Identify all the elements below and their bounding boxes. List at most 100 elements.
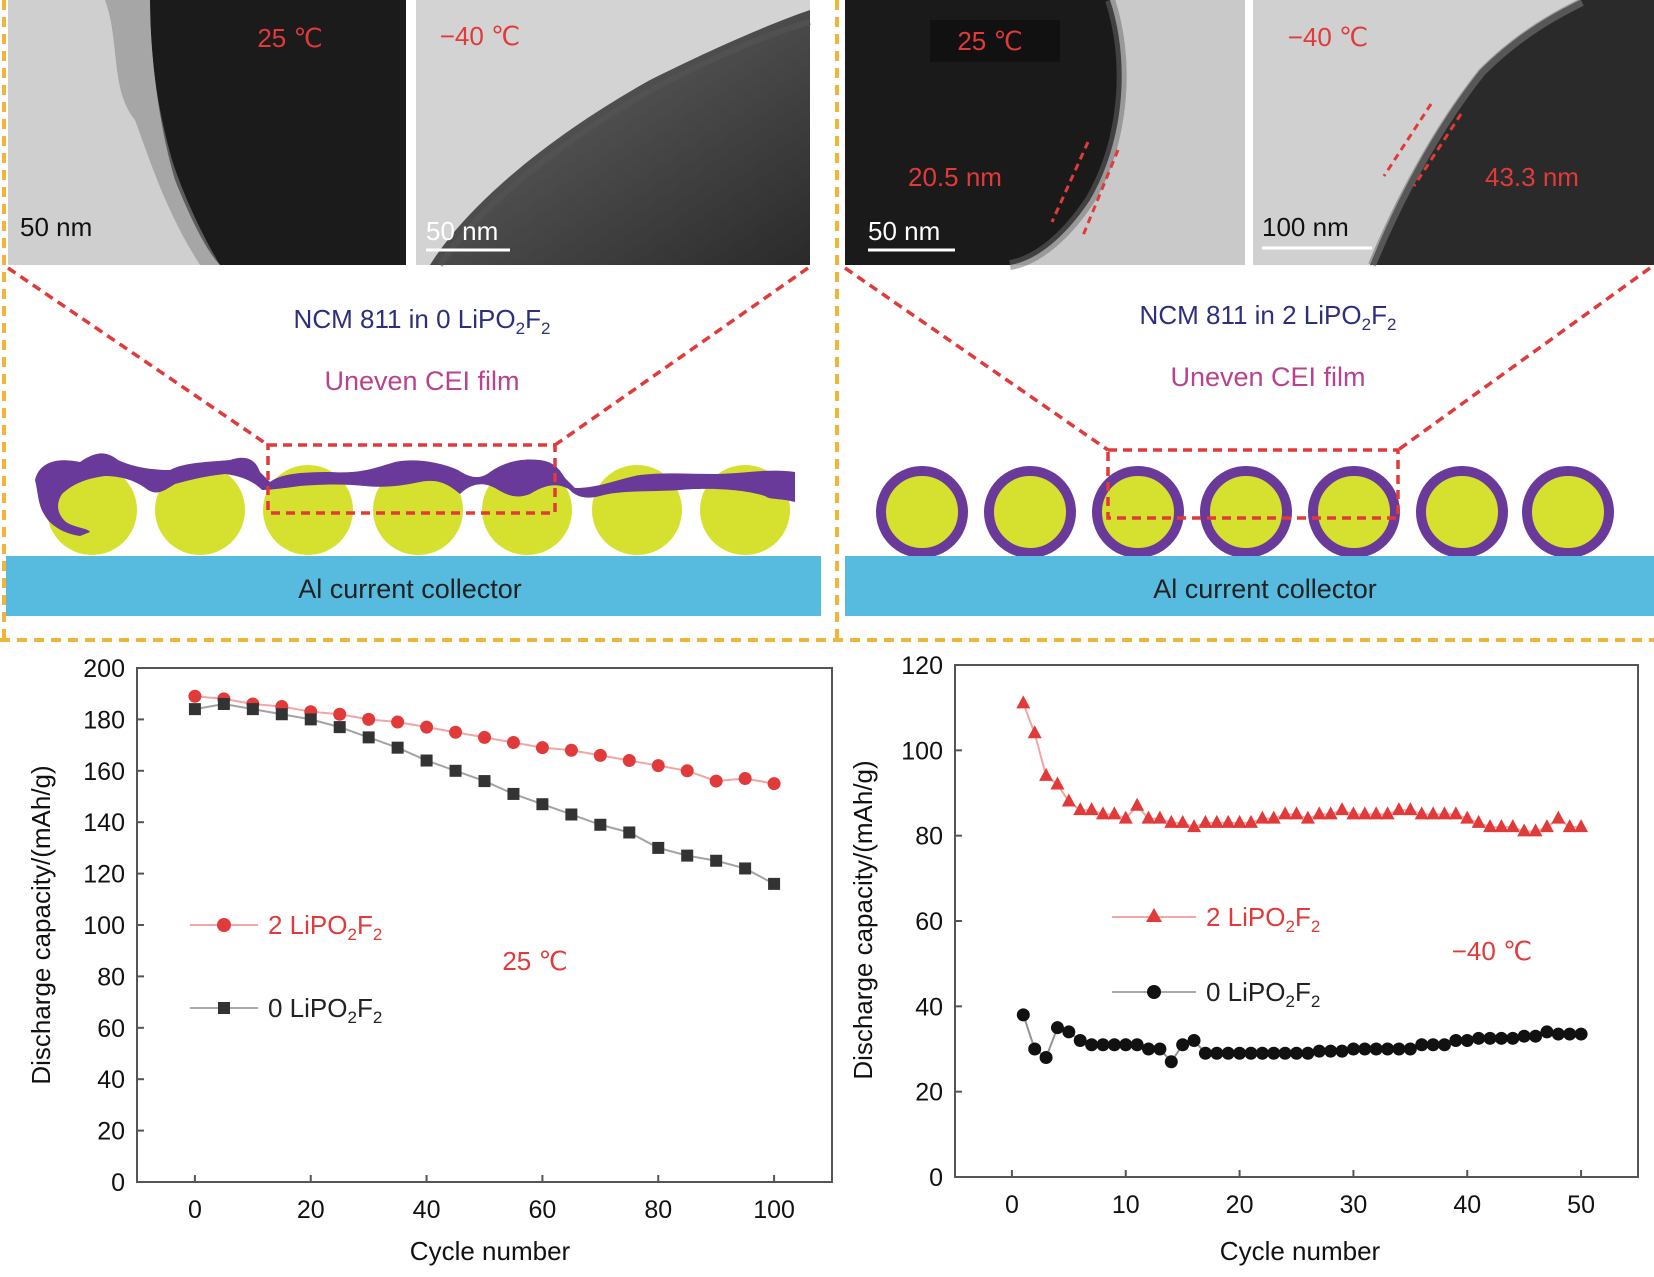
data-point bbox=[1130, 1038, 1144, 1052]
data-point bbox=[1232, 814, 1247, 828]
y-tick-label: 20 bbox=[97, 1118, 125, 1146]
data-point bbox=[1176, 1038, 1190, 1052]
tem-scale-label: 50 nm bbox=[20, 212, 92, 242]
y-tick-label: 0 bbox=[111, 1169, 125, 1197]
legend-label: 2 LiPO2F2 bbox=[1206, 902, 1320, 936]
temperature-annotation: 25 ℃ bbox=[502, 946, 567, 976]
x-tick-label: 0 bbox=[188, 1196, 202, 1224]
x-tick-label: 10 bbox=[1112, 1191, 1140, 1219]
schematic-subtitle: Uneven CEI film bbox=[324, 366, 519, 396]
data-point bbox=[506, 736, 520, 750]
x-tick-label: 40 bbox=[1453, 1191, 1481, 1219]
collector-label: Al current collector bbox=[1153, 574, 1377, 604]
data-point bbox=[391, 741, 404, 754]
y-tick-label: 200 bbox=[83, 655, 125, 683]
chart-25c: 0 20 40 60 80 100 120 140 160 180 200 0 20 40 60 80 100… bbox=[26, 655, 833, 1266]
data-point bbox=[420, 720, 434, 734]
data-point bbox=[1221, 1046, 1235, 1060]
data-point bbox=[710, 854, 723, 867]
al-current-collector bbox=[6, 556, 821, 616]
legend-label: 0 LiPO2F2 bbox=[268, 993, 382, 1027]
data-point bbox=[275, 708, 288, 721]
data-point bbox=[1335, 802, 1350, 816]
tem-scale-label: 50 nm bbox=[426, 216, 498, 246]
tem-image-left-m40c: −40 ℃ 50 nm bbox=[416, 0, 811, 267]
data-point bbox=[1528, 823, 1543, 837]
data-point bbox=[1471, 814, 1486, 828]
coated-ncm-particles bbox=[876, 466, 1614, 558]
series-layer bbox=[188, 689, 781, 890]
data-point bbox=[1551, 810, 1566, 824]
data-point bbox=[1403, 1042, 1417, 1056]
data-point bbox=[507, 787, 520, 800]
data-point bbox=[623, 826, 636, 839]
y-tick-label: 120 bbox=[83, 861, 125, 889]
data-point bbox=[1551, 1027, 1565, 1041]
data-point bbox=[1449, 1033, 1463, 1047]
data-point bbox=[535, 741, 549, 755]
data-point bbox=[1050, 776, 1065, 790]
schematic-right: NCM 811 in 2 LiPO2F2 Uneven CEI film Al … bbox=[845, 300, 1654, 616]
data-point bbox=[362, 712, 376, 726]
y-tick-label: 80 bbox=[915, 823, 943, 851]
data-point bbox=[1346, 806, 1361, 820]
data-point bbox=[1278, 1046, 1292, 1060]
data-point bbox=[1141, 810, 1156, 824]
data-point bbox=[1540, 1025, 1554, 1039]
data-point bbox=[1096, 1038, 1110, 1052]
tem-temp-label: 25 ℃ bbox=[257, 23, 322, 53]
data-point bbox=[1369, 1042, 1383, 1056]
data-point bbox=[681, 849, 694, 862]
data-point bbox=[768, 877, 781, 890]
collector-label: Al current collector bbox=[298, 574, 522, 604]
y-tick-label: 0 bbox=[929, 1164, 943, 1192]
y-axis: 0 20 40 60 80 100 120 bbox=[901, 652, 962, 1192]
data-point bbox=[1209, 814, 1224, 828]
data-point bbox=[1448, 806, 1463, 820]
data-point bbox=[1574, 1027, 1588, 1041]
legend-marker-circle bbox=[1147, 985, 1161, 999]
tem-scale-label: 100 nm bbox=[1262, 212, 1349, 242]
data-point bbox=[1266, 810, 1281, 824]
x-tick-label: 20 bbox=[1226, 1191, 1254, 1219]
legend-marker-triangle bbox=[1146, 908, 1162, 922]
x-axis: 0 10 20 30 40 50 bbox=[1005, 1170, 1595, 1219]
data-point bbox=[594, 818, 607, 831]
data-point bbox=[1050, 1021, 1064, 1035]
data-point bbox=[1221, 814, 1236, 828]
data-point bbox=[1358, 1042, 1372, 1056]
data-point bbox=[1016, 695, 1031, 709]
data-point bbox=[391, 715, 405, 729]
thickness-marker bbox=[1050, 141, 1090, 223]
x-axis: 0 20 40 60 80 100 bbox=[188, 1175, 795, 1224]
data-point bbox=[652, 841, 665, 854]
schematic-title: NCM 811 in 2 LiPO2F2 bbox=[1140, 300, 1397, 334]
data-point bbox=[1187, 819, 1202, 833]
data-point bbox=[738, 772, 752, 786]
data-point bbox=[1119, 1038, 1133, 1052]
series-line bbox=[1022, 703, 1582, 833]
data-point bbox=[1529, 1029, 1543, 1043]
data-point bbox=[1426, 806, 1441, 820]
data-point bbox=[362, 731, 375, 744]
data-point bbox=[1483, 1031, 1497, 1045]
data-point bbox=[1289, 806, 1304, 820]
data-point bbox=[593, 748, 607, 762]
data-point bbox=[680, 764, 694, 778]
data-point bbox=[1517, 1029, 1531, 1043]
y-tick-label: 40 bbox=[915, 993, 943, 1021]
data-point bbox=[1460, 1033, 1474, 1047]
zoom-box bbox=[1106, 448, 1400, 520]
y-tick-label: 20 bbox=[915, 1079, 943, 1107]
data-point bbox=[1392, 1042, 1406, 1056]
legend-marker-circle bbox=[217, 918, 231, 932]
data-point bbox=[188, 689, 202, 703]
data-point bbox=[304, 713, 317, 726]
tem-image-right-m40c: −40 ℃ 43.3 nm 100 nm bbox=[1253, 0, 1654, 267]
data-point bbox=[1301, 1046, 1315, 1060]
schematic-subtitle: Uneven CEI film bbox=[1170, 362, 1365, 392]
thickness-marker bbox=[1412, 113, 1463, 187]
data-point bbox=[1153, 1042, 1167, 1056]
data-point bbox=[188, 703, 201, 716]
data-point bbox=[1255, 1046, 1269, 1060]
